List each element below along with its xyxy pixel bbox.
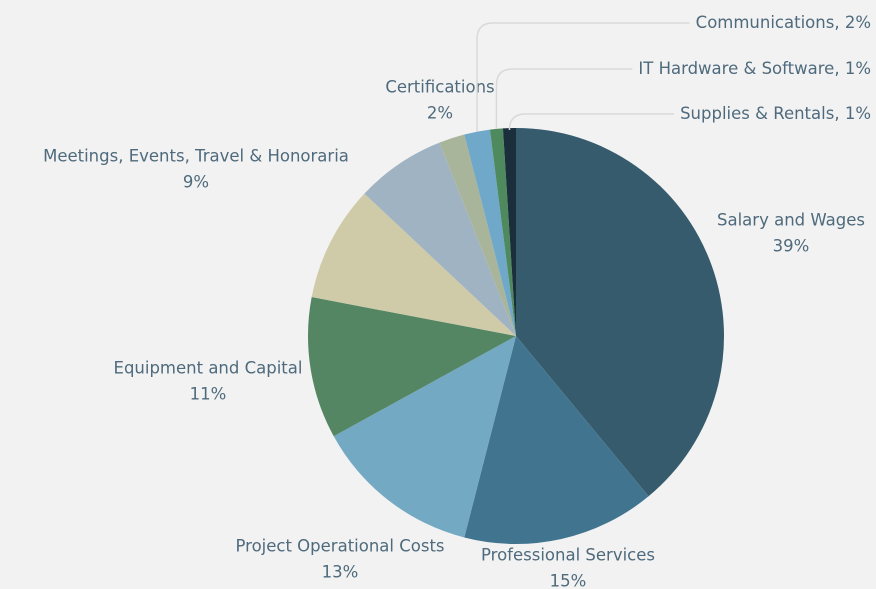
pie-slice xyxy=(516,128,725,497)
value-label: 39% xyxy=(773,237,810,256)
pie-slice xyxy=(311,193,516,336)
value-label: 13% xyxy=(322,563,359,582)
value-label: , 1% xyxy=(834,104,871,123)
value-label: , 1% xyxy=(834,59,871,78)
slice-label: Supplies & Rentals, 1% xyxy=(680,104,871,123)
slice-label: Communications, 2% xyxy=(696,13,871,32)
value-label: 2% xyxy=(427,104,453,123)
leader-line xyxy=(495,68,633,129)
pie-slice xyxy=(308,297,516,437)
pie-slice xyxy=(489,128,516,336)
pie-slice xyxy=(464,336,649,545)
category-label: Communications xyxy=(696,13,835,32)
category-label: Certifications xyxy=(385,78,494,97)
value-label: , 2% xyxy=(834,13,871,32)
category-label: Equipment and Capital xyxy=(114,359,303,378)
value-label: 11% xyxy=(190,385,227,404)
pie-slice xyxy=(333,336,516,538)
value-label: 9% xyxy=(183,173,209,192)
category-label: Project Operational Costs xyxy=(235,537,444,556)
leader-line xyxy=(508,113,675,131)
category-label: IT Hardware & Software xyxy=(638,59,834,78)
category-label: Salary and Wages xyxy=(717,211,865,230)
pie-slice xyxy=(464,129,516,336)
pie-slice xyxy=(439,134,516,336)
category-label: Supplies & Rentals xyxy=(680,104,834,123)
leader-line xyxy=(476,22,690,132)
pie-slice xyxy=(502,128,516,336)
category-label: Meetings, Events, Travel & Honoraria xyxy=(43,147,349,166)
category-label: Professional Services xyxy=(481,546,655,565)
pie-slice xyxy=(364,142,516,336)
slice-label: IT Hardware & Software, 1% xyxy=(638,59,871,78)
value-label: 15% xyxy=(550,572,587,589)
